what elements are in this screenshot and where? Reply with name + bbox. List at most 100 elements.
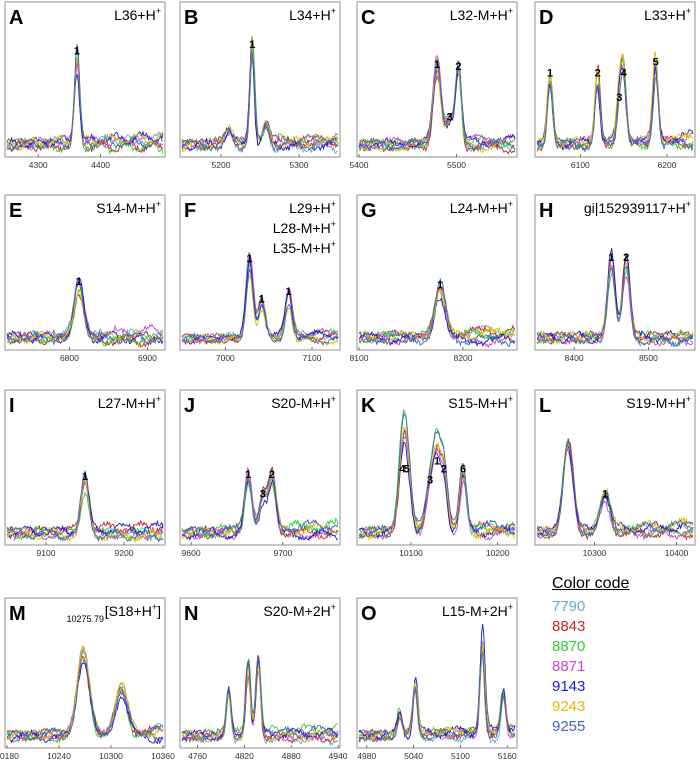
x-tick-label: 6200	[658, 160, 677, 170]
peak-annotation: 10275.79	[66, 614, 104, 624]
trace-7790	[358, 431, 516, 539]
peak-label: 5	[653, 57, 659, 69]
x-tick-label: 5400	[350, 160, 369, 170]
trace-8871	[358, 434, 516, 542]
x-tick-label: 8400	[565, 353, 584, 363]
trace-8871	[182, 253, 339, 346]
x-tick-label: 4940	[329, 751, 348, 761]
trace-9143	[6, 277, 164, 345]
trace-9243	[536, 51, 694, 149]
trace-9243	[358, 426, 516, 541]
x-tick-label: 9200	[115, 548, 134, 558]
trace-9243	[536, 443, 694, 536]
x-tick-label: 10180	[0, 751, 19, 761]
panel-O: O L15-M+2H+ 4980 5040 5100 5160	[356, 597, 518, 761]
panel-letter: L	[539, 395, 551, 417]
x-tick-label: 5500	[447, 160, 466, 170]
peak-label: 1	[82, 471, 88, 483]
panel-title: L15-M+2H+	[442, 602, 513, 619]
panel-title: S20-M+H+	[271, 394, 336, 411]
peak-label: 2	[455, 61, 461, 73]
panel-frame	[4, 1, 166, 158]
x-tick-label: 8500	[639, 353, 658, 363]
trace-9255	[181, 468, 339, 538]
legend-entry-7790: 7790	[552, 598, 586, 615]
trace-9255	[536, 265, 694, 348]
x-tick-label: 7100	[303, 353, 322, 363]
trace-9243	[181, 667, 338, 743]
panel-C: C L32-M+H+ 5400 5500 1 3 2	[350, 1, 518, 170]
panel-letter: H	[539, 200, 553, 222]
panel-A: A L36+H+ 4300 4400 1	[4, 1, 166, 170]
trace-9255	[358, 412, 516, 540]
panel-subtitle: L35-M+H+	[273, 239, 336, 256]
x-tick-label: 4880	[282, 751, 301, 761]
trace-8870	[358, 409, 516, 540]
trace-8843	[181, 36, 339, 152]
panel-letter: B	[184, 7, 198, 29]
panel-frame	[4, 597, 166, 749]
peak-label: 1	[437, 279, 443, 291]
legend-entry-9243: 9243	[552, 698, 586, 715]
panel-I: I L27-M+H+ 9100 9200 1	[4, 389, 166, 558]
panel-D: D L33+H+ 6100 6200 1 2 3 4 5	[534, 1, 696, 170]
peak-label: 1	[602, 489, 608, 501]
peak-label: 4	[399, 463, 406, 475]
peak-label: 1	[245, 469, 251, 481]
peak-label: 1	[608, 252, 614, 264]
panel-title: S15-M+H+	[448, 394, 513, 411]
trace-9243	[358, 644, 516, 743]
panel-title: S14-M+H+	[96, 199, 161, 216]
trace-9143	[358, 623, 516, 742]
panel-frame	[356, 389, 518, 546]
panel-letter: K	[361, 395, 376, 417]
trace-9255	[6, 282, 164, 346]
trace-9143	[536, 248, 694, 345]
panel-title: L34+H+	[289, 6, 336, 23]
panel-frame	[534, 1, 696, 158]
x-tick-label: 9600	[182, 548, 201, 558]
panel-letter: F	[184, 200, 196, 222]
trace-9255	[181, 656, 339, 742]
panel-frame	[4, 194, 166, 351]
panel-N: N S20-M+2H+ 4760 4820 4880 4940	[179, 597, 348, 761]
peak-label: 1	[259, 293, 265, 305]
trace-7790	[358, 640, 516, 744]
panel-letter: J	[184, 395, 195, 417]
x-tick-label: 10240	[47, 751, 71, 761]
panel-title: L33+H+	[644, 6, 691, 23]
peak-label: 5	[404, 463, 410, 475]
x-tick-label: 10200	[486, 548, 510, 558]
panel-frame	[4, 389, 166, 546]
panel-title: gi|152939117+H+	[584, 199, 691, 216]
x-tick-label: 8200	[454, 353, 473, 363]
x-tick-label: 4300	[29, 160, 48, 170]
peak-label: 1	[74, 46, 80, 58]
trace-8870	[358, 288, 516, 345]
panel-frame	[534, 194, 696, 351]
x-tick-label: 10400	[665, 548, 689, 558]
trace-9255	[536, 439, 694, 538]
peak-label: 4	[621, 68, 628, 80]
trace-9255	[358, 277, 516, 347]
trace-8871	[6, 62, 164, 151]
x-tick-label: 6800	[60, 353, 79, 363]
legend-items: 7790 8843 8870 8871 9143 9243 9255	[552, 597, 692, 737]
x-tick-label: 4760	[188, 751, 207, 761]
peak-label: 2	[269, 469, 275, 481]
trace-8843	[6, 655, 164, 743]
panel-title: L36+H+	[114, 6, 161, 23]
trace-8870	[358, 58, 516, 151]
panel-title: L27-M+H+	[98, 394, 161, 411]
trace-9243	[358, 287, 516, 345]
peak-label: 2	[441, 463, 447, 475]
trace-9255	[181, 269, 339, 346]
trace-9143	[6, 471, 164, 540]
panel-letter: G	[361, 200, 377, 222]
trace-8871	[358, 650, 516, 743]
trace-9243	[6, 476, 164, 543]
x-tick-label: 4400	[91, 160, 110, 170]
peak-label: 1	[247, 253, 253, 265]
panel-letter: A	[9, 7, 23, 29]
